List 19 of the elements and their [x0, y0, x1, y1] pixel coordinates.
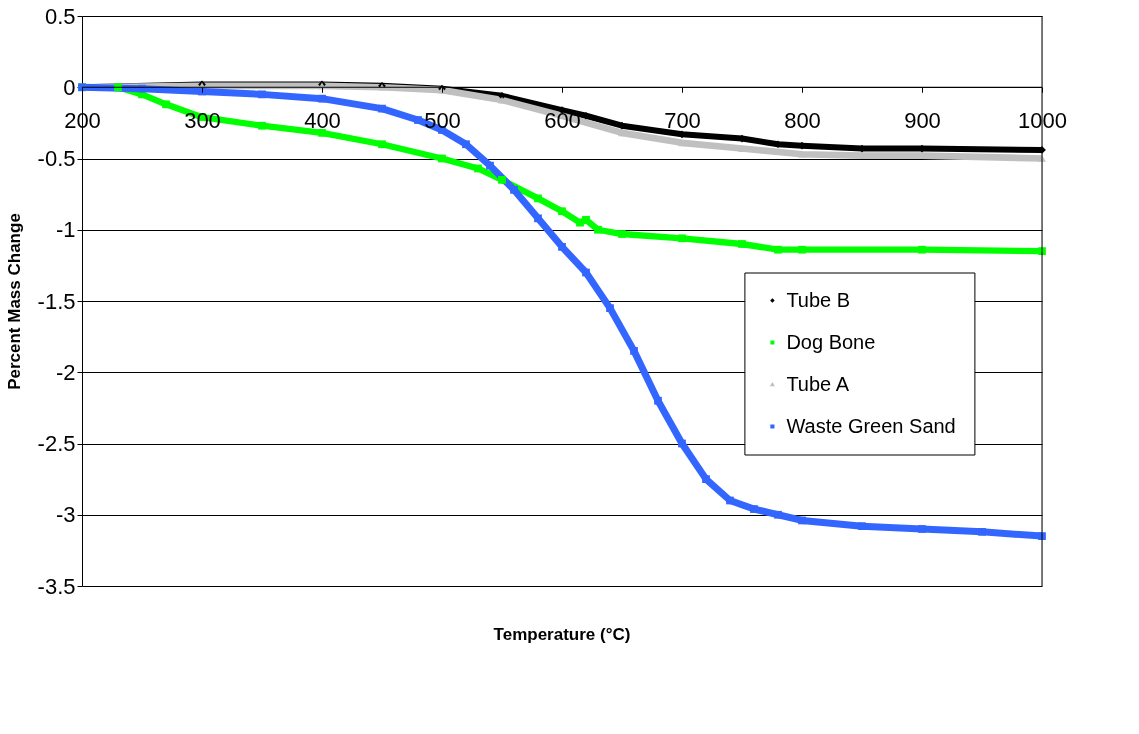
x-axis-title: Temperature (°C) — [493, 625, 631, 644]
y-tick-label: -2 — [55, 359, 76, 385]
y-tick-label: -3 — [55, 502, 76, 528]
legend-label: Dog Bone — [786, 330, 876, 353]
x-tick-label: 900 — [904, 107, 941, 133]
y-tick-label: -1 — [55, 217, 76, 243]
legend-label: Waste Green Sand — [786, 414, 956, 437]
y-tick-label: -2.5 — [37, 431, 76, 456]
y-tick-label: -3.5 — [37, 573, 76, 599]
legend-label: Tube B — [786, 288, 851, 311]
legend-label: Tube A — [786, 372, 850, 395]
y-tick-label: -1.5 — [37, 288, 76, 314]
y-axis-title: Percent Mass Change — [4, 213, 24, 390]
x-tick-label: 700 — [664, 107, 701, 133]
x-tick-label: 800 — [784, 107, 821, 133]
x-tick-label: 400 — [304, 107, 341, 133]
y-tick-label: 0.5 — [44, 3, 76, 29]
y-tick-label: 0 — [63, 74, 76, 100]
y-tick-label: -0.5 — [37, 146, 76, 171]
